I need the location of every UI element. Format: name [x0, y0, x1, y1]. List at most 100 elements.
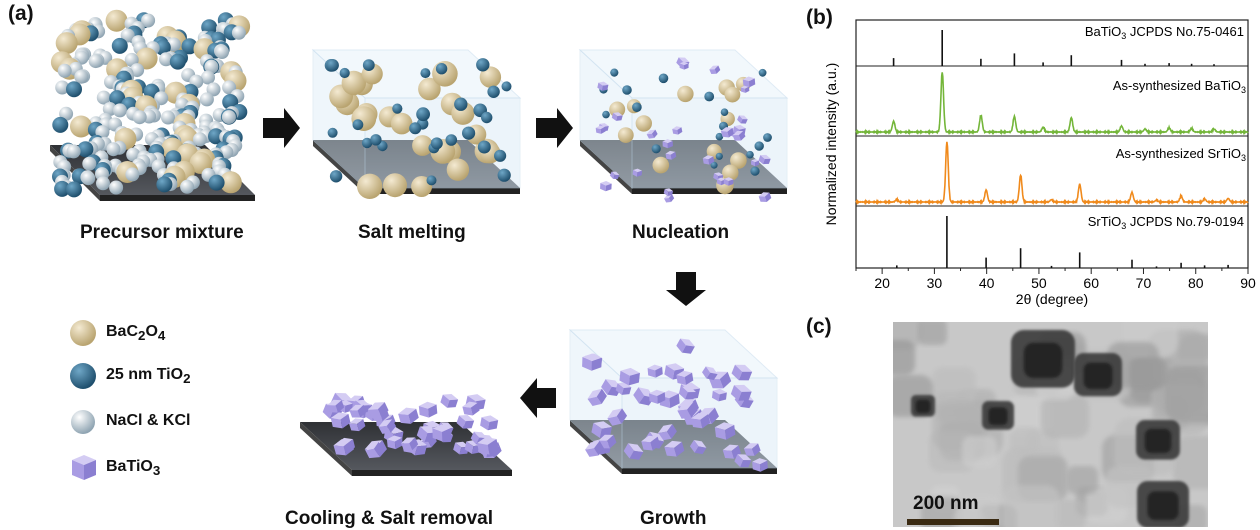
sphere-cluster — [50, 9, 251, 198]
batio3-cube — [611, 112, 623, 121]
particle-sphere — [159, 52, 173, 67]
batio3-cube — [676, 370, 694, 385]
batio3-cube — [730, 384, 752, 401]
bac2o4-sphere — [722, 164, 739, 181]
tio2-sphere — [501, 81, 512, 92]
particle-sphere — [135, 47, 158, 70]
batio3-cube — [462, 401, 480, 416]
bac2o4-sphere — [390, 112, 413, 135]
x-tick-label: 20 — [874, 275, 890, 291]
purple-cube-icon — [72, 455, 96, 480]
batio3-cube — [665, 150, 677, 160]
particle-sphere — [208, 174, 225, 191]
batio3-cube — [440, 393, 459, 408]
batio3-cube — [646, 129, 658, 139]
batio3-cube — [662, 139, 673, 149]
panel-label-b: (b) — [806, 6, 833, 29]
tio2-sphere — [658, 73, 669, 84]
series-label-srtio3-ref: SrTiO3 JCPDS No.79-0194 — [1088, 214, 1244, 231]
x-tick-label: 90 — [1240, 275, 1256, 291]
tio2-sphere — [409, 122, 422, 135]
batio3-cube — [619, 367, 640, 386]
batio3-cube — [664, 440, 685, 457]
final-crystal-cluster — [322, 392, 502, 459]
particle-sphere — [106, 142, 121, 157]
series-label-batio3-synth: As-synthesized BaTiO3 — [1113, 78, 1246, 95]
particle-sphere — [96, 90, 111, 105]
bac2o4-sphere — [418, 77, 441, 101]
scale-bar — [907, 519, 999, 525]
x-tick-label: 40 — [979, 275, 995, 291]
tio2-sphere — [715, 152, 723, 160]
tio2-sphere — [339, 67, 350, 79]
particle-sphere — [132, 110, 147, 125]
particle-sphere — [109, 90, 126, 107]
particle-sphere — [221, 110, 236, 125]
batio3-cube — [742, 76, 756, 88]
tio2-sphere — [435, 62, 448, 75]
tio2-sphere — [610, 68, 619, 77]
batio3-cube — [720, 127, 735, 138]
batio3-cube — [679, 386, 697, 400]
x-tick-label: 80 — [1188, 275, 1204, 291]
particle-sphere — [215, 45, 229, 59]
batio3-cube — [365, 441, 383, 457]
melt-sphere-cluster — [324, 58, 512, 199]
particle-sphere — [109, 180, 124, 195]
batio3-cube — [595, 125, 606, 134]
x-tick-label: 60 — [1083, 275, 1099, 291]
particle-sphere — [126, 147, 141, 162]
particle-sphere — [82, 156, 97, 171]
particle-sphere — [120, 28, 135, 43]
tio2-sphere — [326, 59, 339, 72]
batio3-cube — [663, 188, 674, 196]
particle-sphere — [55, 80, 70, 95]
particle-sphere — [206, 82, 221, 97]
batio3-cube — [597, 81, 609, 91]
tio2-sphere — [481, 111, 493, 124]
arrow-right-icon — [263, 108, 300, 148]
batio3-cube — [702, 366, 718, 380]
bac2o4-sphere — [383, 173, 407, 198]
legend-label-bac2o4: BaC2O4 — [106, 323, 166, 344]
particle-sphere — [66, 144, 81, 159]
tio2-sphere — [632, 102, 642, 112]
tio2-sphere — [622, 85, 632, 95]
panel-label-c: (c) — [806, 315, 832, 338]
batio3-cube — [676, 338, 695, 354]
tio2-sphere — [370, 134, 382, 146]
batio3-cube — [648, 389, 666, 404]
bac2o4-sphere — [652, 156, 670, 174]
bac2o4-sphere — [635, 115, 652, 132]
particle-sphere — [204, 59, 219, 74]
plot-frame — [855, 19, 1249, 269]
nucleation-illustration — [578, 48, 789, 203]
bac2o4-sphere — [446, 158, 470, 181]
particle-sphere — [165, 150, 182, 167]
tem-image: 200 nm — [893, 322, 1208, 527]
batio3-cube — [689, 439, 707, 455]
batio3-cube — [401, 437, 419, 451]
batio3-cube — [398, 407, 419, 424]
batio3-cube — [751, 159, 760, 167]
particle-sphere — [161, 110, 175, 125]
particle-sphere — [180, 179, 195, 194]
blue-sphere-icon — [70, 363, 96, 389]
particle-sphere — [81, 171, 96, 186]
tio2-sphere — [476, 58, 490, 72]
caption-cooling: Cooling & Salt removal — [285, 508, 493, 529]
x-tick-label: 50 — [1031, 275, 1047, 291]
batio3-cube — [752, 458, 768, 472]
tio2-sphere — [426, 175, 437, 186]
legend-icons — [70, 320, 96, 480]
bac2o4-sphere — [412, 135, 433, 156]
arrow-right-icon — [536, 108, 573, 148]
tio2-sphere — [454, 97, 468, 111]
batio3-cube — [480, 415, 499, 431]
cooling-illustration — [300, 392, 512, 476]
tio2-sphere — [327, 127, 338, 138]
batio3-cube — [677, 402, 698, 419]
tio2-sphere — [329, 170, 343, 183]
particle-sphere — [52, 116, 69, 133]
batio3-cube — [690, 412, 711, 429]
